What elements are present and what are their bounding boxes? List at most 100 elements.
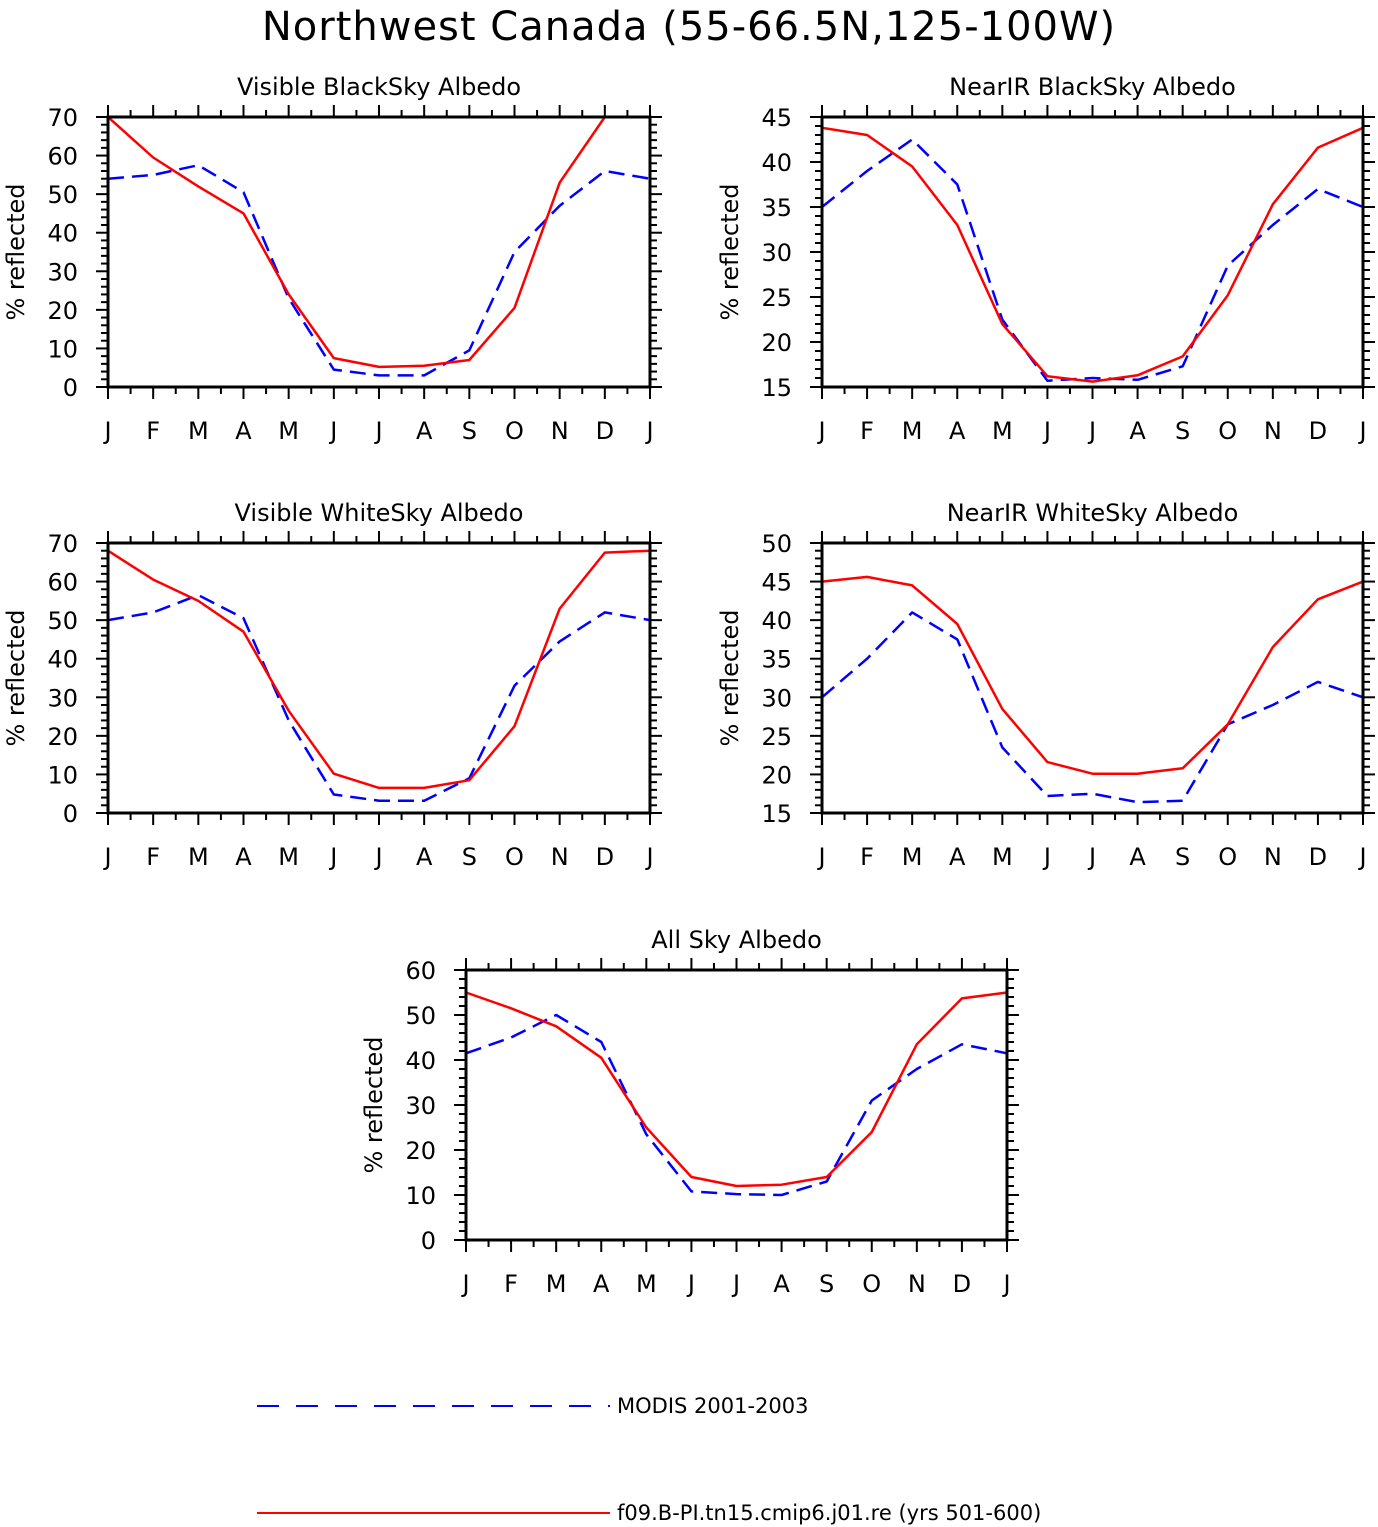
x-tick-label: N [908,1270,926,1298]
y-tick-label: 25 [761,284,792,312]
series-line [821,138,1364,382]
ticks [96,105,662,399]
series-line [107,549,651,790]
y-tick-label: 0 [421,1227,436,1255]
y-tick-label: 15 [761,800,792,828]
x-tick-label: N [551,843,569,871]
plot-frame [464,968,1009,1242]
x-tick-label: M [278,843,299,871]
y-tick-label: 25 [761,723,792,751]
y-tick-label: 20 [47,723,78,751]
series-line [821,611,1364,804]
y-tick-label: 70 [47,104,78,132]
x-tick-label: J [1357,843,1366,871]
ticks [810,531,1375,825]
plot-frame [820,541,1365,815]
x-tick-label: A [773,1270,790,1298]
y-tick-label: 20 [405,1137,436,1165]
x-tick-label: S [1175,843,1190,871]
x-tick-label: D [1309,843,1327,871]
x-tick-label: J [686,1270,695,1298]
y-tick-label: 60 [405,957,436,985]
y-tick-label: 30 [47,258,78,286]
x-tick-label: A [1129,417,1146,445]
panel-title: Visible WhiteSky Albedo [235,499,524,527]
legend-label-modis: MODIS 2001-2003 [617,1394,808,1418]
x-tick-label: M [278,417,299,445]
y-axis-label: % reflected [716,609,744,746]
figure-title: Northwest Canada (55-66.5N,125-100W) [262,4,1116,50]
x-tick-label: O [1218,417,1237,445]
legend-label-model: f09.B-PI.tn15.cmip6.j01.re (yrs 501-600) [617,1501,1041,1525]
x-tick-label: J [816,843,825,871]
x-tick-label: J [731,1270,740,1298]
y-tick-label: 10 [47,761,78,789]
series-line [465,991,1008,1188]
panel-title: All Sky Albedo [651,926,822,954]
x-tick-label: F [146,417,160,445]
x-tick-label: A [416,843,433,871]
x-tick-label: F [860,417,874,445]
y-tick-label: 40 [761,607,792,635]
x-tick-label: M [188,843,209,871]
ticks [454,958,1019,1252]
y-tick-label: 0 [63,374,78,402]
y-tick-label: 50 [405,1002,436,1030]
y-tick-label: 30 [761,684,792,712]
x-tick-label: O [1218,843,1237,871]
x-tick-label: F [860,843,874,871]
plot-frame [820,115,1365,389]
x-tick-label: S [819,1270,834,1298]
x-tick-label: J [1357,417,1366,445]
x-tick-label: M [636,1270,657,1298]
y-tick-label: 50 [47,607,78,635]
x-tick-label: J [102,843,111,871]
x-tick-label: N [551,417,569,445]
y-tick-label: 40 [47,220,78,248]
panel-title: NearIR BlackSky Albedo [949,73,1236,101]
y-tick-label: 60 [47,143,78,171]
x-tick-label: A [949,843,966,871]
x-tick-label: N [1264,843,1282,871]
y-tick-label: 30 [761,239,792,267]
series-line [821,126,1364,383]
x-tick-label: A [593,1270,610,1298]
series-line [107,115,650,369]
series-line [107,163,651,377]
y-tick-label: 30 [405,1092,436,1120]
x-tick-label: J [460,1270,469,1298]
x-tick-label: O [505,843,524,871]
ticks [96,531,662,825]
x-tick-label: M [902,417,923,445]
x-tick-label: M [992,417,1013,445]
y-axis-label: % reflected [2,183,30,320]
x-tick-label: A [235,843,252,871]
x-tick-label: J [644,417,653,445]
panel-title: Visible BlackSky Albedo [237,73,521,101]
y-tick-label: 50 [761,530,792,558]
y-tick-label: 35 [761,646,792,674]
x-tick-label: J [373,417,382,445]
x-tick-label: O [862,1270,881,1298]
x-tick-label: D [596,843,614,871]
legend: MODIS 2001-2003 f09.B-PI.tn15.cmip6.j01.… [257,1394,1041,1525]
y-axis-label: % reflected [716,183,744,320]
x-tick-label: N [1264,417,1282,445]
y-tick-label: 40 [405,1047,436,1075]
x-tick-label: J [1001,1270,1010,1298]
plot-frame [106,541,652,815]
x-tick-label: M [902,843,923,871]
x-tick-label: S [462,843,477,871]
series-line [107,593,651,802]
x-tick-label: J [328,417,337,445]
plot-frame [106,115,652,389]
x-tick-label: S [462,417,477,445]
x-tick-label: A [949,417,966,445]
x-tick-label: F [146,843,160,871]
series-line [821,575,1364,775]
